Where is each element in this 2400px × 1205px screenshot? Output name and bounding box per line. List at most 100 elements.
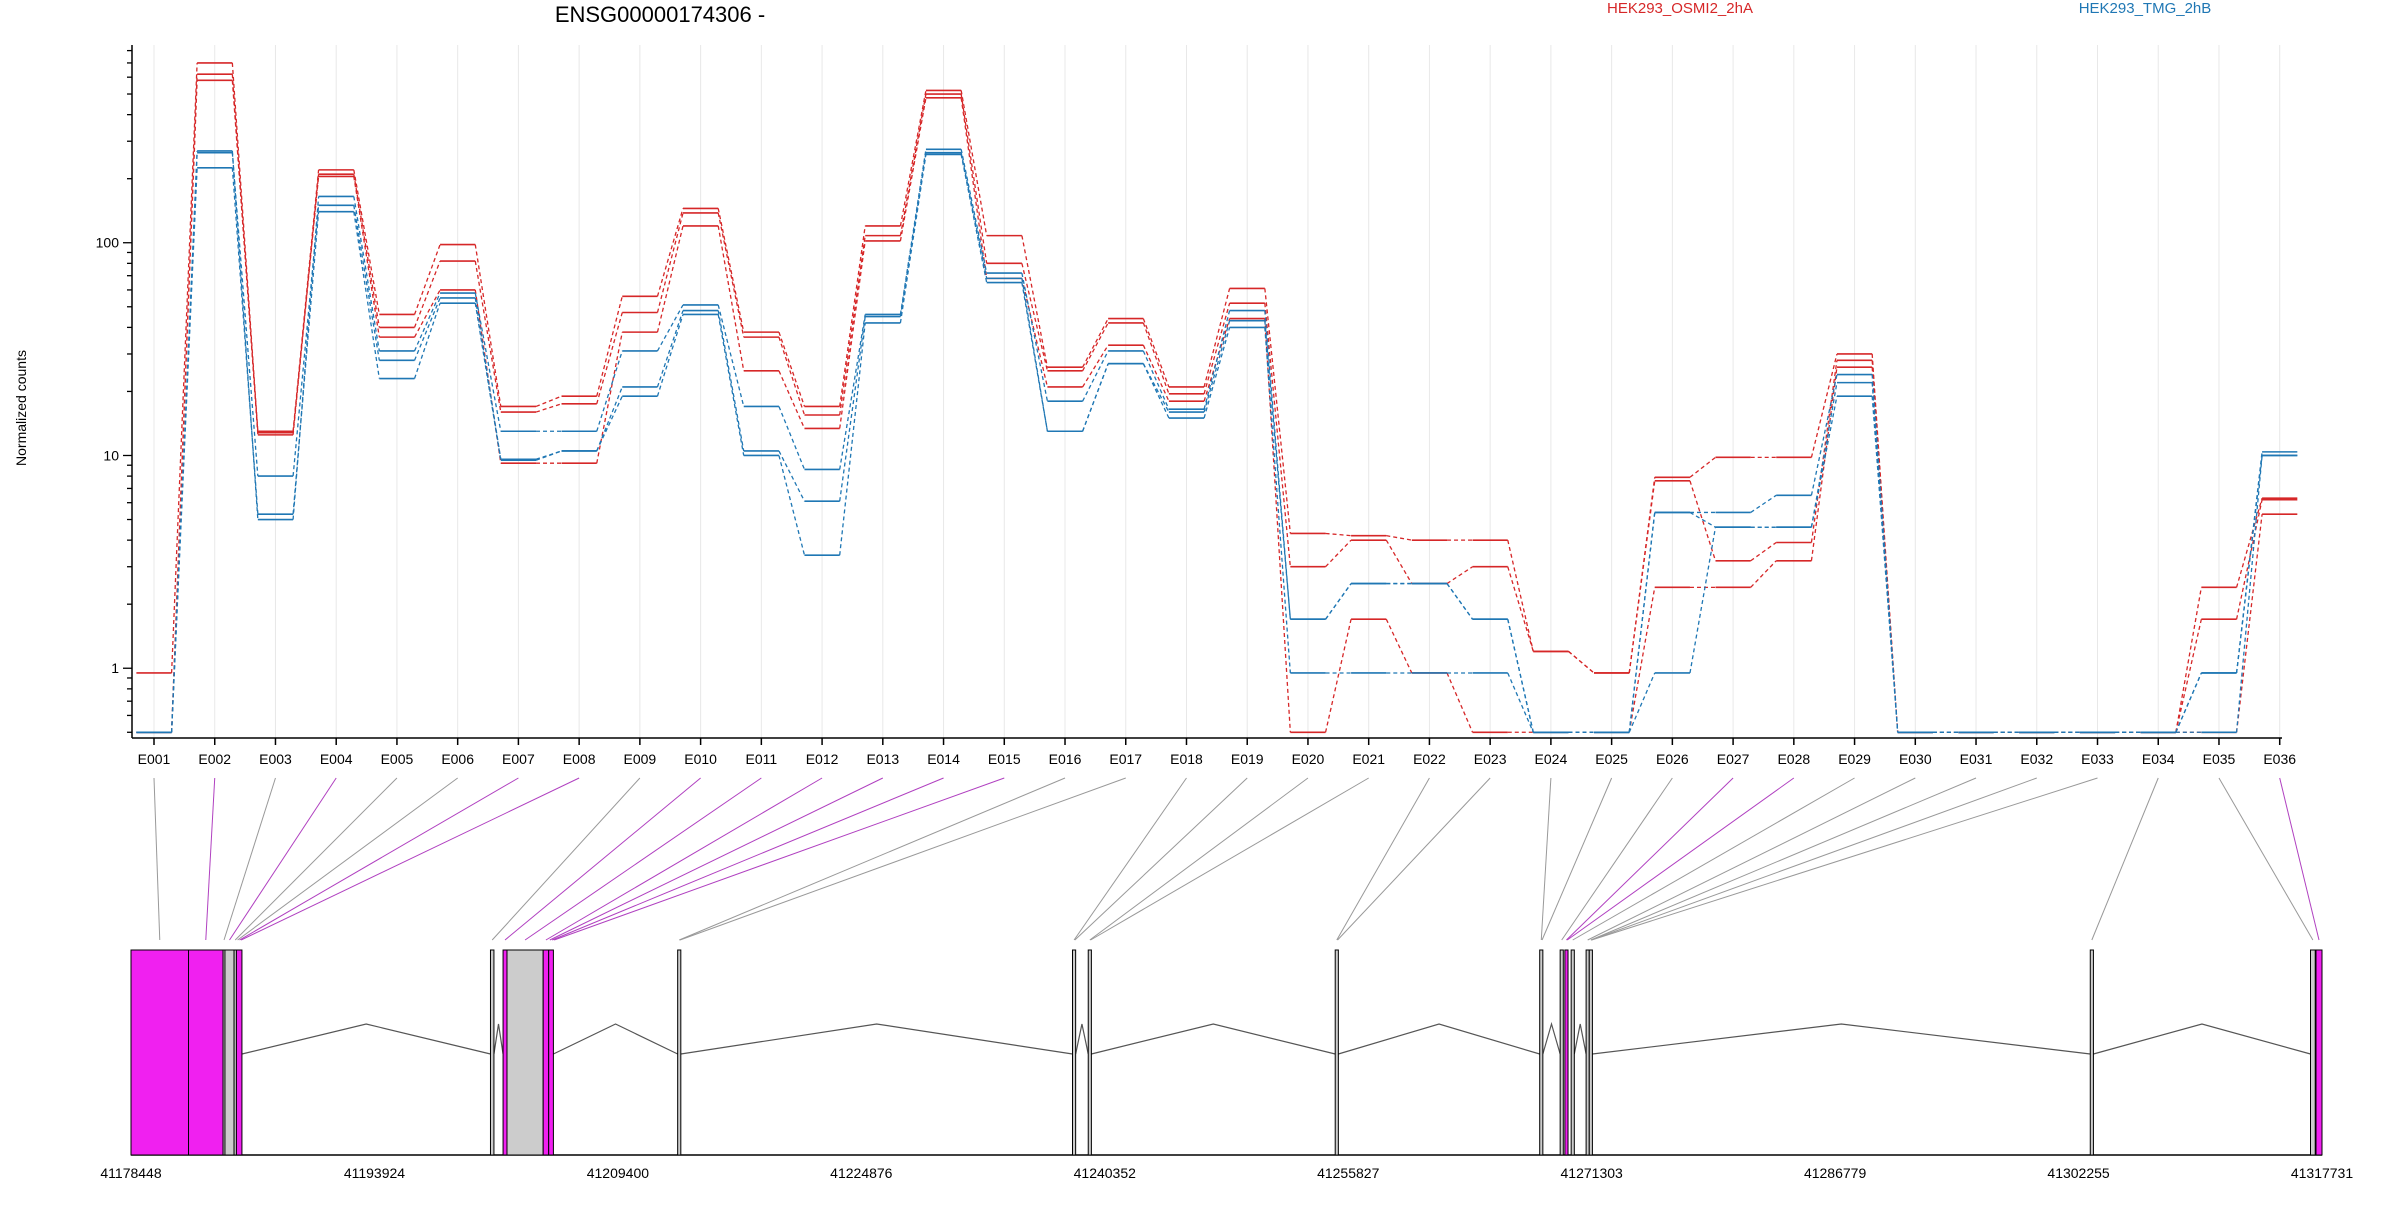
exon-transition-segment <box>717 225 745 371</box>
exon-block <box>130 949 190 1156</box>
exon-block <box>677 949 682 1156</box>
exon-transition-segment <box>1628 480 1656 674</box>
exon-transition-segment <box>1446 583 1474 620</box>
x-tick-label: E012 <box>806 751 839 767</box>
exon-transition-segment <box>1203 288 1231 388</box>
exon-transition-segment <box>1203 302 1231 394</box>
x-tick-label: E007 <box>502 751 535 767</box>
x-tick-label: E023 <box>1474 751 1507 767</box>
exon-transition-segment <box>899 90 927 227</box>
exon-block <box>1539 949 1544 1156</box>
exon-transition-segment <box>960 93 988 264</box>
exon-transition-segment <box>2235 455 2263 733</box>
exon-connector <box>679 777 1066 941</box>
exon-transition-segment <box>596 312 623 404</box>
exon-transition-segment <box>353 174 380 328</box>
exon-transition-segment <box>1750 494 1777 513</box>
x-tick-label: E028 <box>1777 751 1810 767</box>
x-tick-label: E020 <box>1292 751 1325 767</box>
exon-connector <box>1336 777 1430 941</box>
exon-block <box>502 949 508 1156</box>
exon-transition-segment <box>656 314 684 397</box>
exon-transition-segment <box>1142 350 1170 410</box>
x-tick-label: E027 <box>1717 751 1750 767</box>
exon-transition-segment <box>960 97 988 279</box>
series-osmi <box>136 79 2298 734</box>
exon-transition-segment <box>1142 318 1170 388</box>
exon-transition-segment <box>1264 288 1291 534</box>
exon-transition-segment <box>2175 672 2202 733</box>
exon-transition-segment <box>2235 499 2263 620</box>
exon-transition-segment <box>778 370 806 429</box>
exon-transition-segment <box>231 80 259 433</box>
exon-block <box>1559 949 1564 1156</box>
intron-arc <box>1091 1023 1336 1055</box>
exon-block <box>2310 949 2316 1156</box>
exon-connector <box>240 777 580 941</box>
exon-transition-segment <box>231 150 259 520</box>
exon-transition-segment <box>353 169 380 315</box>
exon-transition-segment <box>1386 535 1412 541</box>
exon-transition-segment <box>1264 310 1291 620</box>
intron-arc <box>553 1023 678 1055</box>
exon-transition-segment <box>231 62 259 432</box>
exon-transition-segment <box>656 212 684 313</box>
exon-transition-segment <box>1142 344 1170 402</box>
exon-block <box>2315 949 2323 1156</box>
x-tick-label: E032 <box>2020 751 2053 767</box>
intron-arc <box>493 1023 504 1055</box>
x-tick-label: E029 <box>1838 751 1871 767</box>
exon-transition-segment <box>353 211 380 379</box>
exon-block <box>2089 949 2094 1156</box>
exon-transition-segment <box>1325 583 1352 620</box>
coordinate-label: 41255827 <box>1317 1165 1380 1181</box>
exon-transition-segment <box>1628 512 1656 733</box>
exon-block <box>188 949 224 1156</box>
exon-transition-segment <box>1750 560 1777 588</box>
exon-block <box>1334 949 1339 1156</box>
exon-transition-segment <box>1810 367 1838 561</box>
chart-title: ENSG00000174306 - <box>555 2 765 27</box>
exon-transition-segment <box>474 244 502 407</box>
exon-transition-segment <box>1021 278 1049 388</box>
exon-transition-segment <box>899 93 927 236</box>
series-tmg <box>136 151 2298 734</box>
exon-transition-segment <box>717 304 745 407</box>
exon-connector <box>1073 777 1187 941</box>
exon-transition-segment <box>1264 303 1291 567</box>
x-tick-label: E014 <box>927 751 960 767</box>
series-lines <box>136 62 2298 734</box>
coordinate-label: 41209400 <box>587 1165 650 1181</box>
intron-arc <box>1573 1023 1587 1055</box>
exon-connector <box>1074 777 1248 941</box>
series-osmi <box>136 73 2298 734</box>
exon-transition-segment <box>353 205 380 361</box>
coordinate-label: 41193924 <box>344 1165 405 1181</box>
exon-transition-segment <box>1446 566 1473 585</box>
exon-transition-segment <box>656 225 684 333</box>
exon-connector <box>552 777 944 941</box>
exon-transition-segment <box>1385 618 1413 674</box>
exon-transition-segment <box>1021 235 1049 368</box>
x-tick-label: E013 <box>866 751 899 767</box>
exon-block <box>1072 949 1077 1156</box>
exon-transition-segment <box>474 292 502 432</box>
exon-transition-segment <box>717 310 745 452</box>
exon-transition-segment <box>1082 363 1109 432</box>
exon-connector <box>1089 777 1309 941</box>
series-tmg <box>136 148 2298 734</box>
exon-transition-segment <box>1628 672 1656 733</box>
gene-model: 41178448 41193924 41209400 41224876 41240352… <box>100 949 2353 1181</box>
x-tick-label: E010 <box>684 751 717 767</box>
exon-transition-segment <box>170 167 198 733</box>
exon-transition-segment <box>413 302 441 379</box>
exon-transition-segment <box>1203 320 1231 413</box>
exon-transition-segment <box>1082 322 1109 372</box>
coordinate-label: 41240352 <box>1074 1165 1137 1181</box>
axes: E001 E002 E003 E004 E005 E006 E007 E008 E009 E010… <box>96 45 2296 767</box>
y-tick-label: 1 <box>111 660 119 676</box>
exon-transition-segment <box>1264 327 1291 674</box>
exon-transition-segment <box>1689 527 1717 674</box>
y-axis-label: Normalized counts <box>13 350 29 466</box>
